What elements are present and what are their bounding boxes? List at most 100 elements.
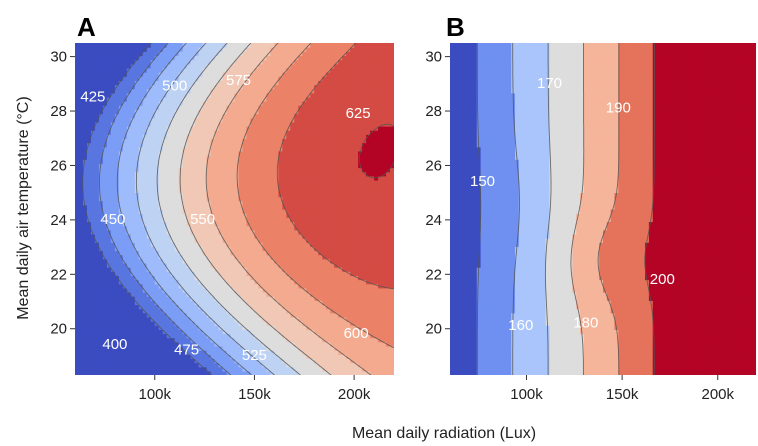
contour-band-cell — [198, 150, 204, 156]
contour-band-cell — [286, 113, 291, 119]
contour-band-cell — [126, 179, 132, 185]
contour-band-cell — [150, 287, 156, 293]
contour-band-cell — [282, 184, 287, 189]
contour-band-cell — [294, 354, 299, 359]
contour-band-cell — [118, 175, 124, 181]
contour-band-cell — [138, 296, 144, 301]
contour-band-cell — [142, 329, 148, 335]
contour-band-cell — [250, 250, 256, 256]
contour-band-cell — [286, 217, 291, 223]
contour-band-cell — [210, 308, 216, 314]
contour-band-cell — [142, 171, 148, 177]
contour-band-cell — [322, 271, 327, 276]
contour-band-cell — [134, 67, 140, 73]
contour-band-cell — [286, 101, 291, 106]
contour-band-cell — [106, 63, 112, 69]
contour-band-cell — [162, 337, 168, 343]
contour-band-cell — [250, 358, 256, 364]
contour-band-cell — [282, 345, 287, 351]
contour-band-cell — [114, 192, 120, 198]
contour-band-cell — [178, 308, 184, 314]
contour-band-cell — [174, 325, 180, 330]
contour-band-cell — [218, 88, 224, 94]
contour-band-cell — [222, 204, 228, 210]
contour-band-cell — [274, 246, 279, 252]
contour-band-cell — [106, 113, 112, 119]
contour-band-cell — [294, 96, 299, 102]
contour-band-cell — [178, 155, 184, 160]
contour-band-cell — [222, 366, 228, 372]
contour-band-cell — [114, 283, 120, 289]
contour-band-cell — [118, 233, 124, 239]
contour-band-cell — [270, 113, 275, 119]
contour-band-cell — [226, 117, 232, 123]
contour-band-cell — [262, 358, 267, 364]
contour-band-cell — [126, 221, 132, 227]
contour-band-cell — [310, 304, 315, 310]
contour-band-cell — [242, 321, 248, 326]
contour-band-cell — [166, 126, 172, 131]
contour-band-cell — [250, 304, 256, 310]
contour-band-cell — [274, 316, 279, 322]
contour-band-cell — [158, 296, 164, 301]
contour-band-cell — [166, 213, 172, 218]
contour-band-cell — [98, 296, 104, 301]
contour-band-cell — [258, 350, 264, 355]
contour-band-cell — [186, 47, 192, 52]
contour-band-cell — [254, 192, 260, 198]
contour-band-cell — [282, 113, 287, 119]
contour-band-cell — [298, 209, 303, 214]
contour-band-cell — [222, 337, 228, 343]
contour-band-cell — [158, 67, 164, 73]
contour-band-cell — [194, 279, 200, 285]
contour-band-cell — [230, 146, 236, 152]
contour-band-cell — [238, 63, 244, 69]
contour-band-cell — [78, 337, 84, 343]
contour-band-cell — [250, 200, 256, 206]
contour-band-cell — [122, 333, 128, 339]
contour-band-cell — [278, 209, 283, 214]
contour-band-cell — [278, 354, 283, 359]
contour-band-cell — [194, 117, 200, 123]
contour-band-cell — [322, 308, 327, 314]
contour-band-cell — [290, 229, 295, 235]
contour-band-cell — [154, 242, 160, 247]
contour-band-cell — [298, 167, 303, 173]
contour-band-cell — [238, 283, 244, 289]
contour-band-cell — [202, 308, 208, 314]
contour-band-cell — [230, 72, 236, 77]
contour-band-cell — [190, 246, 196, 252]
contour-band-cell — [254, 292, 260, 297]
contour-band-cell — [238, 246, 244, 252]
contour-band-cell — [186, 167, 192, 173]
contour-band-cell — [138, 329, 144, 335]
contour-band-cell — [294, 308, 299, 314]
contour-band-cell — [234, 55, 240, 61]
contour-band-cell — [218, 59, 224, 65]
contour-band-cell — [234, 101, 240, 106]
contour-band-cell — [254, 333, 260, 339]
contour-band-cell — [274, 341, 279, 347]
contour-band-cell — [278, 362, 283, 368]
contour-band-cell — [242, 316, 248, 322]
contour-band-cell — [122, 262, 128, 268]
contour-band-cell — [102, 262, 108, 268]
contour-band-cell — [282, 279, 287, 285]
contour-band-cell — [266, 225, 271, 231]
contour-band-cell — [86, 246, 92, 252]
contour-band-cell — [230, 121, 236, 127]
contour-band-cell — [294, 101, 299, 106]
contour-band-cell — [222, 188, 228, 193]
contour-band-cell — [246, 200, 252, 206]
contour-band-cell — [286, 43, 291, 48]
contour-band-cell — [274, 279, 279, 285]
contour-band-cell — [122, 362, 128, 368]
contour-band-cell — [122, 171, 128, 177]
contour-band-cell — [290, 250, 295, 256]
contour-band-cell — [294, 146, 299, 152]
contour-band-cell — [194, 292, 200, 297]
contour-band-cell — [314, 184, 319, 189]
contour-band-cell — [302, 300, 307, 306]
contour-band-cell — [154, 150, 160, 156]
contour-band-cell — [174, 312, 180, 318]
